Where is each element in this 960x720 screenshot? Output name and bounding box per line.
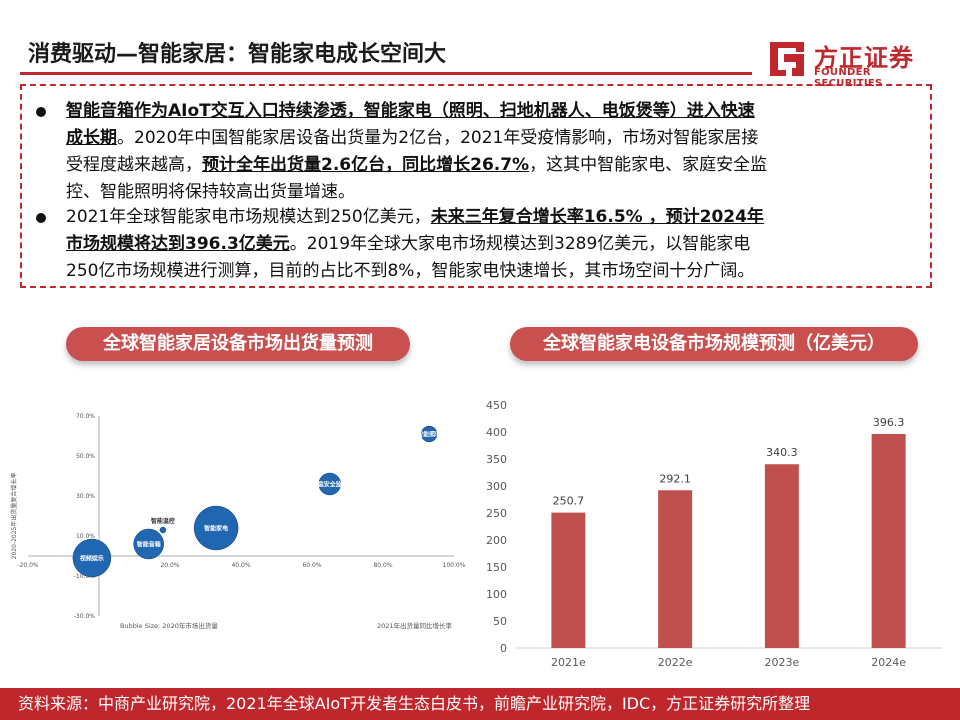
bullet-1-text: 智能音箱作为AIoT交互入口持续渗透，智能家电（照明、扫地机器人、电饭煲等）进入…	[66, 98, 926, 206]
page-title: 消费驱动—智能家居：智能家电成长空间大	[28, 42, 447, 67]
highlight-text: 成长期	[66, 128, 117, 148]
bar	[871, 433, 906, 648]
x-tick-label: 60.0%	[302, 562, 321, 569]
bar-value-label: 340.3	[766, 446, 798, 459]
bar	[551, 512, 586, 648]
x-axis-title: 2021年出货量同比增长率	[377, 621, 453, 630]
x-tick-label: 40.0%	[231, 562, 250, 569]
bubble-label: 家庭安全监控	[312, 481, 348, 489]
bubble-label: 智能照明	[417, 431, 441, 439]
summary-box: 智能音箱作为AIoT交互入口持续渗透，智能家电（照明、扫地机器人、电饭煲等）进入…	[20, 84, 932, 288]
bar-chart: 0 50 100 150 200 250 300 350 400 450 250.7 2021e 292…	[486, 399, 942, 669]
bubble-chart: -20.0%0.0%20.0%40.0%60.0%80.0%100.0%70.0…	[10, 413, 466, 630]
y-tick-label: 200	[486, 534, 507, 547]
y-tick-label: 50	[493, 615, 507, 628]
bar-value-label: 292.1	[659, 472, 691, 485]
summary-line: 250亿市场规模进行测算，目前的占比不到8%，智能家电快速增长，其市场空间十分广…	[66, 258, 926, 285]
highlight-text: 智能音箱作为AIoT交互入口持续渗透，智能家电（照明、扫地机器人、电饭煲等）进入…	[66, 101, 755, 121]
logo-english-name: FOUNDER SECURITIES	[814, 67, 883, 89]
left-chart-title: 全球智能家居设备市场出货量预测	[66, 327, 410, 361]
highlight-text: 市场规模将达到396.3亿美元	[66, 234, 290, 254]
summary-line: 成长期。2020年中国智能家居设备出货量为2亿台，2021年受疫情影响，市场对智…	[66, 125, 926, 152]
x-tick-label: 100.0%	[443, 562, 466, 569]
y-tick-label: 70.0%	[76, 413, 95, 420]
x-tick-label: 80.0%	[373, 562, 392, 569]
right-chart-title: 全球智能家电设备市场规模预测（亿美元）	[510, 327, 918, 361]
bar	[658, 490, 693, 648]
y-tick-label: 250	[486, 507, 507, 520]
founder-logo-icon	[770, 42, 804, 76]
source-footer: 资料来源：中商产业研究院，2021年全球AIoT开发者生态白皮书，前瞻产业研究院…	[0, 688, 960, 720]
y-tick-label: 400	[486, 426, 507, 439]
bubble-size-legend: Bubble Size: 2020年市场出货量	[120, 621, 218, 630]
bubble-point	[318, 472, 341, 496]
bar-value-label: 396.3	[873, 416, 905, 429]
bubble-point	[72, 538, 112, 578]
y-tick-label: -10.0%	[74, 573, 96, 580]
summary-line: 控、智能照明将保持较高出货量增速。	[66, 179, 926, 206]
summary-line: 2021年全球智能家电市场规模达到250亿美元，未来三年复合增长率16.5% ，…	[66, 204, 926, 231]
bubble-label: 智能家电	[204, 525, 228, 533]
body-text: 2021年全球智能家电市场规模达到250亿美元，	[66, 207, 431, 227]
y-tick-label: 50.0%	[76, 453, 95, 460]
company-logo: 方正证券 FOUNDER SECURITIES	[766, 36, 936, 89]
y-tick-label: 150	[486, 561, 507, 574]
bullet-dot-icon	[36, 213, 46, 223]
y-axis-title: 2020-2025年出货量复合增长率	[10, 473, 18, 560]
highlight-text: 预计全年出货量2.6亿台，同比增长26.7%	[202, 155, 530, 175]
highlight-text: 未来三年复合增长率16.5% ，预计2024年	[430, 207, 764, 227]
bar-value-label: 250.7	[553, 495, 585, 508]
x-tick-label: 20.0%	[160, 562, 179, 569]
body-text: 控、智能照明将保持较高出货量增速。	[66, 182, 355, 202]
y-tick-label: -30.0%	[74, 613, 96, 620]
y-tick-label: 10.0%	[76, 533, 95, 540]
bullet-2-text: 2021年全球智能家电市场规模达到250亿美元，未来三年复合增长率16.5% ，…	[66, 204, 926, 285]
body-text: 受程度越来越高，	[66, 155, 202, 175]
title-divider	[20, 72, 752, 75]
x-tick-label: 2022e	[658, 656, 693, 669]
x-tick-label: 2023e	[764, 656, 799, 669]
summary-line: 市场规模将达到396.3亿美元。2019年全球大家电市场规模达到3289亿美元，…	[66, 231, 926, 258]
y-tick-label: 450	[486, 399, 507, 412]
y-tick-label: 100	[486, 588, 507, 601]
summary-line: 受程度越来越高，预计全年出货量2.6亿台，同比增长26.7%，这其中智能家电、家…	[66, 152, 926, 179]
x-tick-label: 2021e	[551, 656, 586, 669]
body-text: 。2020年中国智能家居设备出货量为2亿台，2021年受疫情影响，市场对智能家居…	[117, 128, 759, 148]
summary-line: 智能音箱作为AIoT交互入口持续渗透，智能家电（照明、扫地机器人、电饭煲等）进入…	[66, 98, 926, 125]
bubble-point	[133, 528, 164, 560]
bubble-point	[159, 526, 167, 534]
bubble-label: 视频娱乐	[80, 555, 104, 563]
body-text: 250亿市场规模进行测算，目前的占比不到8%，智能家电快速增长，其市场空间十分广…	[66, 261, 755, 281]
bubble-label: 智能音箱	[137, 541, 161, 549]
bubble-point	[420, 425, 438, 443]
y-tick-label: 350	[486, 453, 507, 466]
x-tick-label: -20.0%	[17, 562, 39, 569]
y-tick-label: 0	[500, 642, 507, 655]
bubble-point	[193, 505, 239, 551]
bar	[764, 464, 799, 648]
bubble-label: 智能温控	[151, 517, 175, 525]
body-text: ，这其中智能家电、家庭安全监	[529, 155, 768, 175]
x-tick-label: 2024e	[871, 656, 906, 669]
bullet-dot-icon	[36, 107, 46, 117]
logo-chinese-name: 方正证券	[814, 44, 914, 72]
y-tick-label: 30.0%	[76, 493, 95, 500]
y-tick-label: 300	[486, 480, 507, 493]
body-text: 。2019年全球大家电市场规模达到3289亿美元，以智能家电	[289, 234, 751, 254]
